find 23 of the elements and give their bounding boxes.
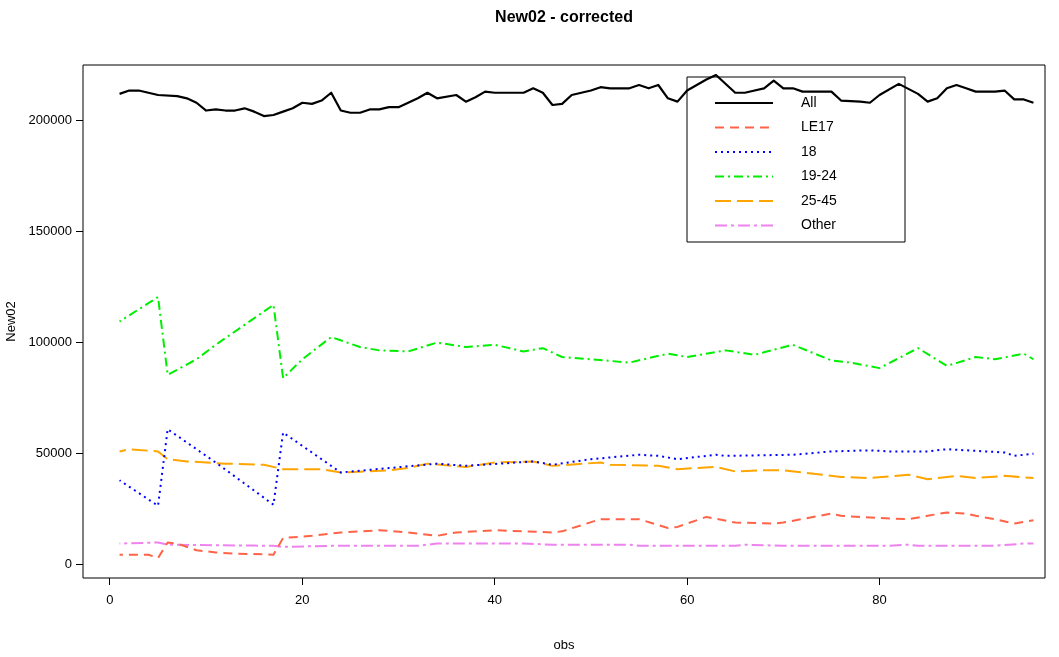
legend-label: 19-24 (801, 167, 838, 184)
legend-label: 25-45 (801, 191, 838, 208)
line-series (118, 296, 1035, 380)
line-series (118, 428, 1035, 507)
x-axis-title: obs (553, 636, 575, 652)
chart-title: New02 - corrected (494, 8, 634, 26)
y-axis-title: New02 (3, 301, 19, 342)
y-tick-label: 100000 (28, 334, 72, 350)
y-tick-label: 0 (64, 556, 72, 572)
line-series (118, 511, 1035, 560)
legend-label: LE17 (801, 118, 834, 135)
y-tick-label: 150000 (28, 223, 72, 239)
legend-label: Other (801, 216, 837, 233)
y-tick-label: 200000 (28, 112, 72, 128)
x-tick-label: 0 (106, 592, 114, 608)
legend-label: All (801, 93, 817, 110)
legend-label: 18 (801, 142, 817, 159)
y-tick-label: 50000 (35, 445, 72, 461)
x-tick-label: 60 (679, 592, 695, 608)
line-series (118, 448, 1035, 481)
x-tick-label: 40 (487, 592, 502, 608)
x-tick-label: 20 (295, 592, 310, 608)
x-tick-label: 80 (872, 592, 887, 608)
